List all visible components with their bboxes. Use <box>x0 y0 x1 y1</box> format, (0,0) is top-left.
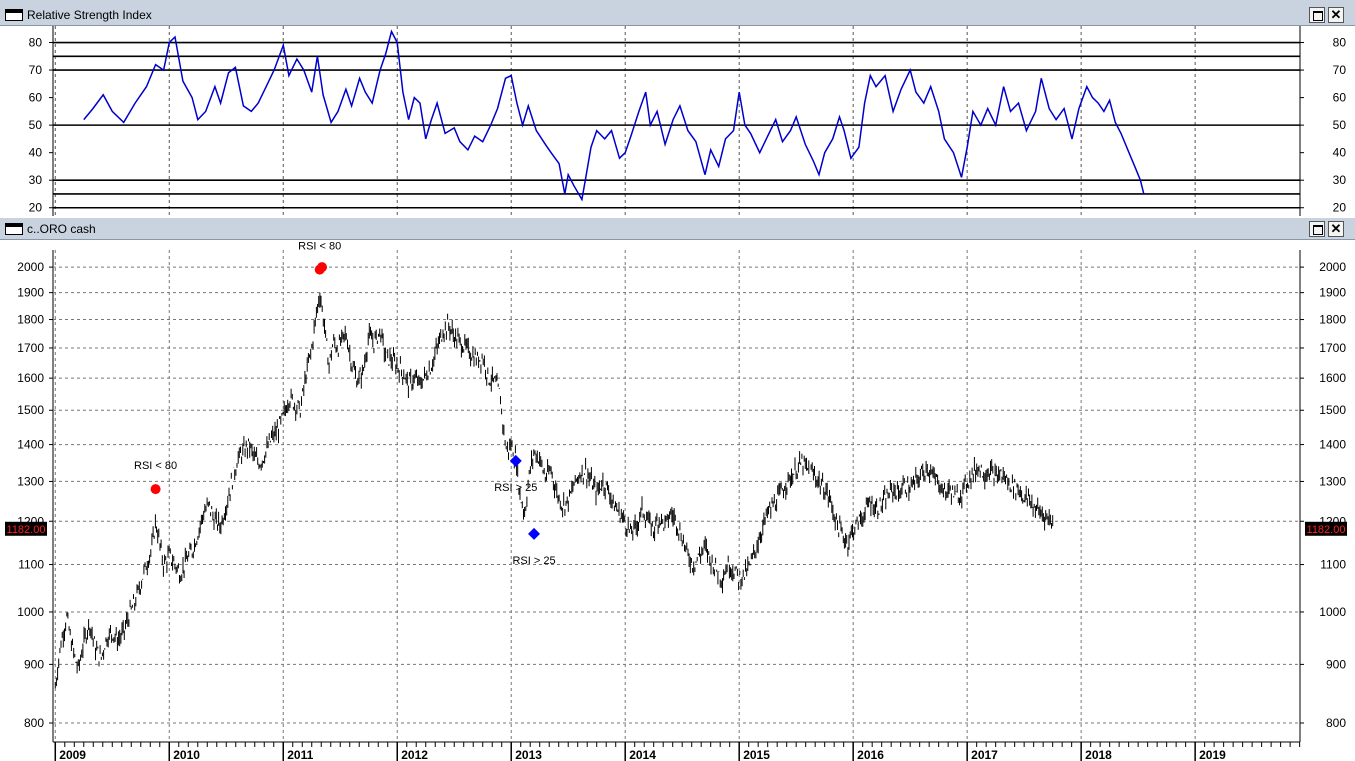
rsi-y-tick-left: 20 <box>29 201 43 215</box>
maximize-icon[interactable] <box>1309 221 1325 237</box>
price-pane-header[interactable]: c..ORO cash ✕ <box>0 218 1355 240</box>
signal-label: RSI > 25 <box>494 482 537 494</box>
price-y-tick-right: 1600 <box>1319 371 1346 385</box>
signal-marker-circle <box>317 262 328 273</box>
rsi-y-tick-left: 70 <box>29 63 43 77</box>
price-y-tick-left: 1000 <box>17 605 44 619</box>
price-y-tick-right: 800 <box>1326 716 1346 730</box>
price-tag-right-box <box>1305 521 1347 536</box>
x-axis-label: 2009 <box>59 748 86 761</box>
price-y-tick-left: 1700 <box>17 341 44 355</box>
price-tag-left-box <box>5 521 47 536</box>
price-y-tick-right: 1300 <box>1319 474 1346 488</box>
rsi-y-tick-left: 30 <box>29 173 43 187</box>
rsi-y-tick-left: 50 <box>29 118 43 132</box>
x-axis-label: 2014 <box>629 748 656 761</box>
x-axis-label: 2019 <box>1199 748 1226 761</box>
rsi-y-tick-left: 60 <box>29 91 43 105</box>
price-pane-title: c..ORO cash <box>27 222 96 236</box>
signal-label: RSI < 80 <box>134 460 177 472</box>
price-tag-left: 1182.00 <box>7 524 46 536</box>
price-y-tick-left: 1500 <box>17 403 44 417</box>
rsi-y-tick-left: 40 <box>29 146 43 160</box>
rsi-pane-title: Relative Strength Index <box>27 8 152 22</box>
price-y-tick-left: 1900 <box>17 286 44 300</box>
price-y-tick-right: 1400 <box>1319 438 1346 452</box>
price-y-tick-right: 900 <box>1326 657 1346 671</box>
price-y-tick-right: 1100 <box>1320 558 1346 572</box>
x-axis-label: 2013 <box>515 748 542 761</box>
rsi-y-tick-right: 50 <box>1333 118 1347 132</box>
rsi-y-tick-left: 80 <box>29 36 43 50</box>
x-axis-label: 2011 <box>287 748 313 761</box>
rsi-line <box>83 29 1145 202</box>
price-y-tick-right: 1500 <box>1319 403 1346 417</box>
x-axis-label: 2016 <box>857 748 884 761</box>
price-y-tick-right: 2000 <box>1319 260 1346 274</box>
price-y-tick-left: 900 <box>24 657 44 671</box>
rsi-y-tick-right: 80 <box>1333 36 1347 50</box>
signal-label: RSI > 25 <box>512 555 555 567</box>
signal-marker-diamond <box>528 527 541 540</box>
x-axis-label: 2012 <box>401 748 428 761</box>
price-y-tick-right: 1000 <box>1319 605 1346 619</box>
rsi-y-tick-right: 60 <box>1333 91 1347 105</box>
close-icon[interactable]: ✕ <box>1328 221 1344 237</box>
price-tag-right: 1182.00 <box>1307 524 1346 536</box>
rsi-y-tick-right: 30 <box>1333 173 1347 187</box>
price-y-tick-right: 1900 <box>1319 286 1346 300</box>
price-y-tick-left: 1300 <box>17 474 44 488</box>
rsi-y-tick-right: 70 <box>1333 63 1347 77</box>
signal-label: RSI < 80 <box>298 241 341 253</box>
rsi-y-tick-right: 40 <box>1333 146 1347 160</box>
price-y-tick-left: 1800 <box>17 313 44 327</box>
price-y-tick-right: 1700 <box>1319 341 1346 355</box>
price-y-tick-left: 1100 <box>18 558 44 572</box>
window-top-strip <box>0 0 1355 4</box>
x-axis-label: 2015 <box>743 748 770 761</box>
rsi-pane-header[interactable]: Relative Strength Index ✕ <box>0 4 1355 26</box>
price-y-tick-left: 1600 <box>17 371 44 385</box>
price-y-tick-left: 1400 <box>17 438 44 452</box>
signal-marker-circle <box>150 484 161 495</box>
price-y-tick-left: 800 <box>24 716 44 730</box>
window-icon <box>5 9 23 21</box>
x-axis-label: 2010 <box>173 748 200 761</box>
price-y-tick-right: 1800 <box>1319 313 1346 327</box>
x-axis-label: 2017 <box>971 748 998 761</box>
maximize-icon[interactable] <box>1309 7 1325 23</box>
x-axis-label: 2018 <box>1085 748 1112 761</box>
rsi-y-tick-right: 20 <box>1333 201 1347 215</box>
window-icon <box>5 223 23 235</box>
close-icon[interactable]: ✕ <box>1328 7 1344 23</box>
signal-marker-diamond <box>509 454 522 467</box>
price-y-tick-left: 2000 <box>17 260 44 274</box>
